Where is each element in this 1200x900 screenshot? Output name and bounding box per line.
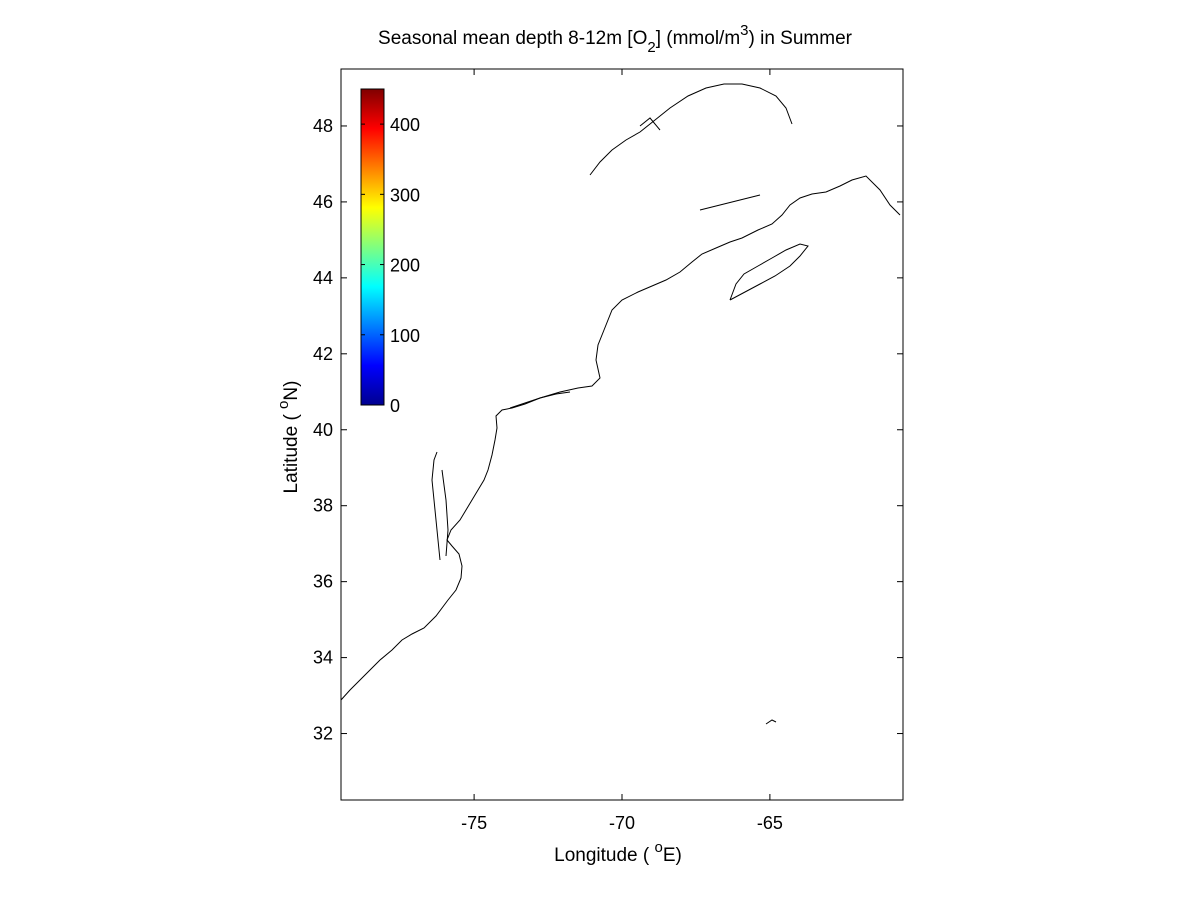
colorbar-tick-label: 400 [390, 115, 420, 135]
colorbar-tick-label: 0 [390, 396, 400, 416]
coastline [340, 83, 901, 725]
y-tick-label: 36 [313, 572, 333, 592]
x-axis-ticks: -75 -70 -65 [461, 69, 783, 833]
colorbar-tick-label: 100 [390, 326, 420, 346]
chart-title: Seasonal mean depth 8-12m [O2] (mmol/m3)… [378, 22, 853, 56]
coastline-chesapeake [431, 451, 449, 561]
colorbar-tick-label: 300 [390, 185, 420, 205]
y-tick-label: 38 [313, 496, 333, 516]
y-tick-label: 32 [313, 724, 333, 744]
x-axis-label: Longitude ( oE) [554, 839, 682, 866]
y-axis-label: Latitude ( oN) [275, 381, 302, 494]
x-tick-label: -65 [757, 813, 783, 833]
y-tick-label: 34 [313, 648, 333, 668]
x-tick-label: -75 [461, 813, 487, 833]
colorbar: 0 100 200 300 400 [360, 88, 420, 416]
map-plot-area [340, 68, 904, 801]
plot-background [341, 69, 903, 800]
colorbar-ticks: 0 100 200 300 400 [361, 115, 420, 416]
colorbar-gradient [360, 88, 385, 406]
y-tick-label: 48 [313, 116, 333, 136]
x-tick-label: -70 [609, 813, 635, 833]
coastline-nova-scotia [729, 243, 809, 301]
coastline-bermuda [765, 719, 777, 725]
y-tick-label: 46 [313, 192, 333, 212]
coastline-long-island [509, 391, 571, 409]
y-tick-label: 42 [313, 344, 333, 364]
coastline-st-lawrence [589, 83, 793, 211]
y-tick-label: 44 [313, 268, 333, 288]
y-axis-ticks: 32 34 36 38 40 42 44 46 48 [313, 116, 903, 744]
colorbar-tick-label: 200 [390, 256, 420, 276]
y-tick-label: 40 [313, 420, 333, 440]
